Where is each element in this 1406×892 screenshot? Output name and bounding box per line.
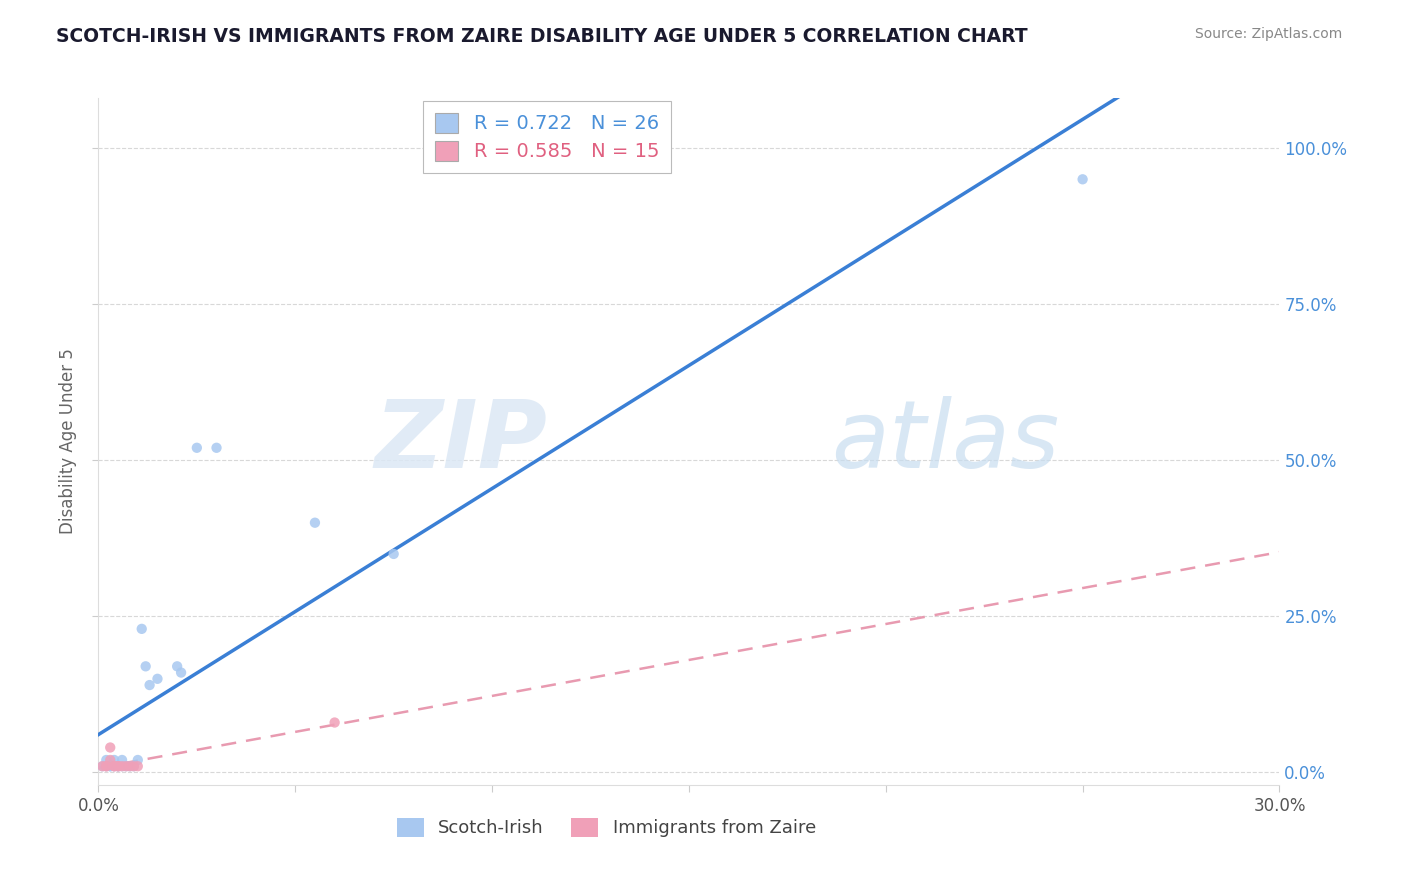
- Point: [107, 759, 129, 773]
- Point: [96, 759, 118, 773]
- Point: [98, 759, 121, 773]
- Point: [103, 759, 125, 773]
- Point: [115, 759, 138, 773]
- Point: [96, 759, 118, 773]
- Point: [118, 759, 141, 773]
- Point: [103, 759, 125, 773]
- Point: [107, 759, 129, 773]
- Point: [138, 678, 160, 692]
- Point: [166, 659, 188, 673]
- Point: [111, 759, 134, 773]
- Point: [382, 547, 405, 561]
- Point: [91, 759, 114, 773]
- Text: SCOTCH-IRISH VS IMMIGRANTS FROM ZAIRE DISABILITY AGE UNDER 5 CORRELATION CHART: SCOTCH-IRISH VS IMMIGRANTS FROM ZAIRE DI…: [56, 27, 1028, 45]
- Point: [186, 441, 208, 455]
- Y-axis label: Disability Age Under 5: Disability Age Under 5: [59, 349, 77, 534]
- Point: [111, 753, 134, 767]
- Text: atlas: atlas: [831, 396, 1059, 487]
- Point: [323, 715, 346, 730]
- Point: [131, 622, 153, 636]
- Point: [111, 759, 134, 773]
- Point: [170, 665, 193, 680]
- Point: [96, 759, 118, 773]
- Point: [98, 753, 121, 767]
- Point: [146, 672, 169, 686]
- Point: [205, 441, 228, 455]
- Point: [107, 759, 129, 773]
- Point: [98, 759, 121, 773]
- Point: [1071, 172, 1094, 186]
- Point: [103, 759, 125, 773]
- Point: [118, 759, 141, 773]
- Point: [127, 759, 149, 773]
- Point: [135, 659, 157, 673]
- Point: [127, 753, 149, 767]
- Point: [115, 759, 138, 773]
- Text: ZIP: ZIP: [374, 395, 547, 488]
- Point: [304, 516, 326, 530]
- Point: [122, 759, 145, 773]
- Text: Source: ZipAtlas.com: Source: ZipAtlas.com: [1195, 27, 1343, 41]
- Point: [107, 759, 129, 773]
- Legend: Scotch-Irish, Immigrants from Zaire: Scotch-Irish, Immigrants from Zaire: [389, 811, 823, 845]
- Point: [91, 759, 114, 773]
- Point: [96, 753, 118, 767]
- Point: [122, 759, 145, 773]
- Point: [103, 753, 125, 767]
- Point: [98, 740, 121, 755]
